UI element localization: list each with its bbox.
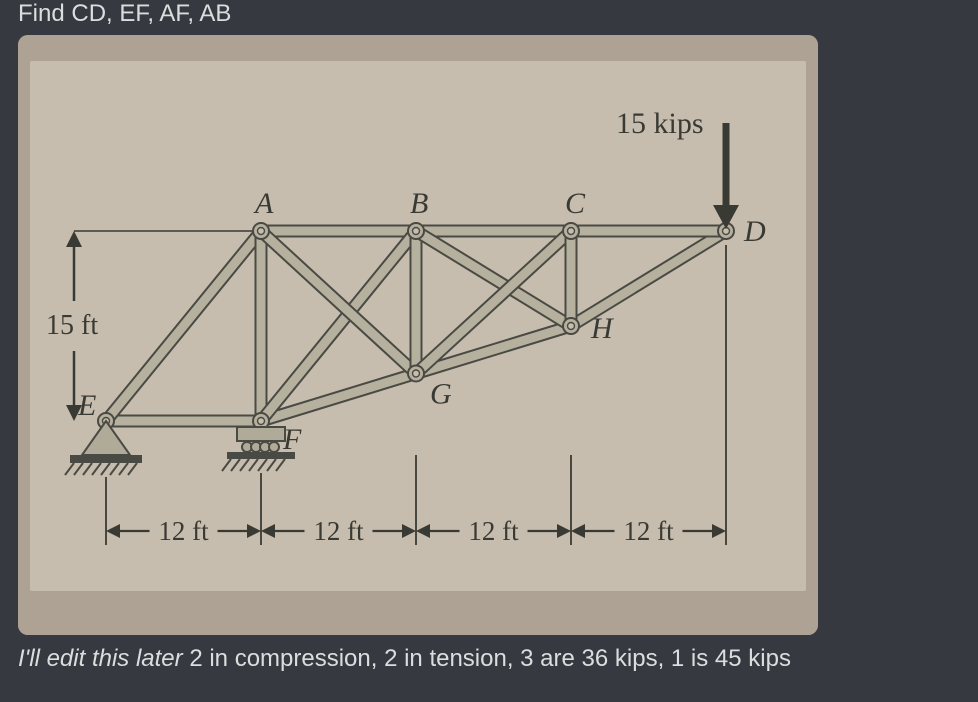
svg-text:12 ft: 12 ft	[313, 516, 364, 546]
svg-text:12 ft: 12 ft	[623, 516, 674, 546]
message-text-bottom: I'll edit this later 2 in compression, 2…	[0, 635, 978, 674]
truss-diagram-svg: 15 kips 15 ft 12 ft 12 ft 12 ft 12 ft A B C D E F G H	[18, 35, 818, 635]
svg-text:G: G	[430, 377, 452, 410]
svg-text:C: C	[565, 187, 586, 220]
svg-text:B: B	[410, 187, 428, 220]
prompt-text: Find CD, EF, AF, AB	[18, 0, 231, 27]
message-text-top: Find CD, EF, AF, AB	[0, 0, 978, 35]
svg-text:15 ft: 15 ft	[46, 310, 98, 341]
svg-text:A: A	[253, 187, 274, 220]
svg-text:E: E	[77, 389, 96, 422]
answer-note-rest: 2 in compression, 2 in tension, 3 are 36…	[183, 645, 791, 672]
answer-note-italic: I'll edit this later	[18, 645, 183, 672]
svg-text:12 ft: 12 ft	[158, 516, 209, 546]
svg-text:15 kips: 15 kips	[616, 107, 704, 140]
svg-text:D: D	[743, 215, 766, 248]
svg-text:F: F	[282, 423, 302, 456]
attachment-container: 15 kips 15 ft 12 ft 12 ft 12 ft 12 ft A B C D E F G H	[0, 35, 978, 635]
svg-text:12 ft: 12 ft	[468, 516, 519, 546]
attachment-image[interactable]: 15 kips 15 ft 12 ft 12 ft 12 ft 12 ft A B C D E F G H	[18, 35, 818, 635]
svg-text:H: H	[590, 312, 615, 345]
